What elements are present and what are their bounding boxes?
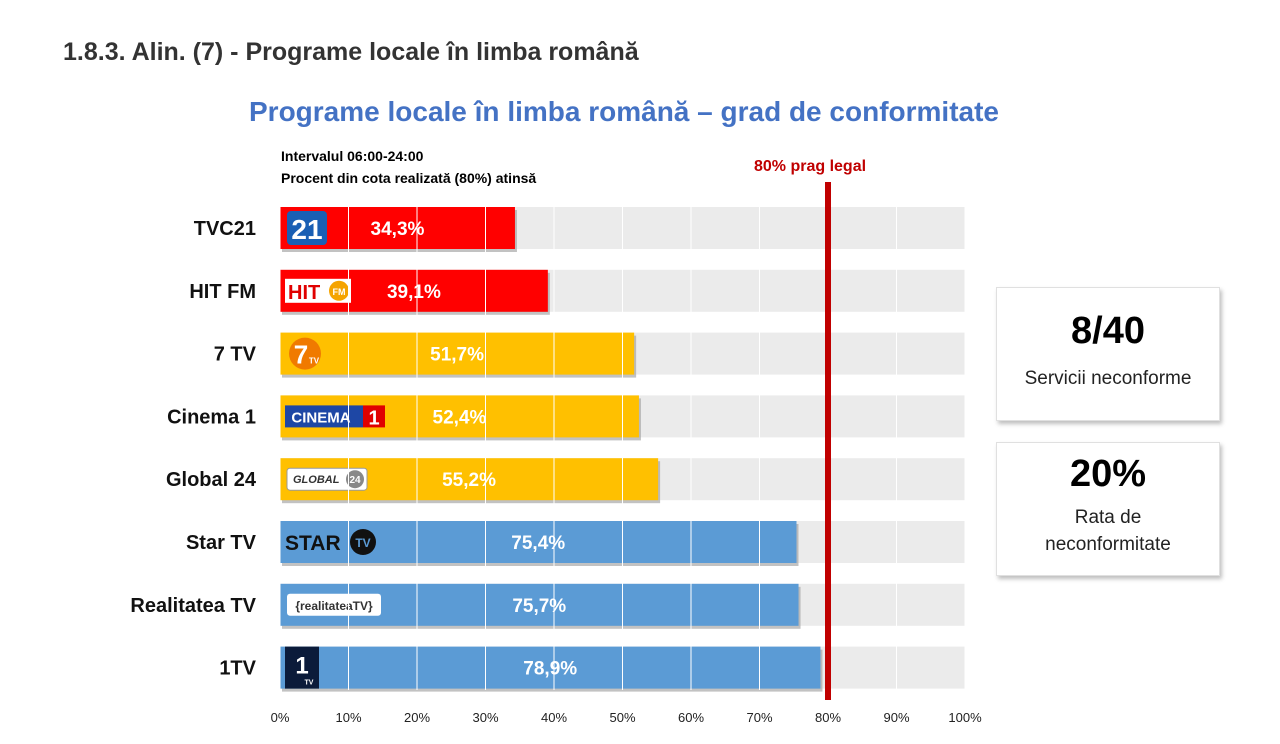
star-tv-logo-icon: STAR TV: [285, 529, 376, 555]
category-label: Cinema 1: [167, 406, 256, 428]
value-label: 75,7%: [512, 596, 566, 617]
svg-text:{realitateaTV}: {realitateaTV}: [295, 599, 373, 613]
interval-note: Intervalul 06:00-24:00: [281, 148, 424, 164]
noncompliance-rate-label-line2: neconformitate: [1045, 534, 1171, 555]
svg-text:FM: FM: [333, 287, 346, 297]
noncompliance-rate-box: 20% Rata de neconformitate: [996, 442, 1220, 576]
noncompliance-rate-value: 20%: [1069, 453, 1147, 495]
value-label: 34,3%: [371, 219, 425, 240]
hit-fm-logo-icon: HIT FM: [285, 278, 351, 304]
svg-text:CINEMA: CINEMA: [291, 409, 350, 426]
x-tick-label: 0%: [271, 710, 290, 725]
noncompliant-services-label: Servicii neconforme: [1024, 368, 1192, 389]
bar: [280, 646, 821, 689]
noncompliance-rate-label-line1: Rata de: [1074, 507, 1142, 528]
threshold-label: 80% prag legal: [754, 158, 867, 175]
realitatea-tv-logo-icon: {realitateaTV}: [287, 593, 381, 616]
x-tick-label: 100%: [948, 710, 982, 725]
global24-logo-icon: GLOBAL 24: [286, 467, 368, 491]
chart-title: Programe locale în limba română – grad d…: [249, 96, 999, 127]
svg-text:1: 1: [295, 653, 308, 680]
x-tick-label: 50%: [609, 710, 635, 725]
x-tick-label: 60%: [678, 710, 704, 725]
svg-text:TV: TV: [355, 536, 370, 550]
category-label: 1TV: [219, 658, 256, 680]
value-label: 51,7%: [430, 345, 484, 366]
quota-note: Procent din cota realizată (80%) atinsă: [281, 170, 537, 186]
svg-text:HIT: HIT: [288, 282, 320, 304]
tvc21-logo-icon: 21: [287, 211, 327, 245]
x-tick-label: 10%: [335, 710, 361, 725]
x-tick-label: 90%: [883, 710, 909, 725]
category-label: Global 24: [166, 469, 257, 491]
svg-text:1: 1: [368, 407, 379, 429]
svg-text:7: 7: [294, 340, 308, 370]
svg-text:TV: TV: [309, 357, 320, 366]
svg-text:24: 24: [349, 475, 361, 486]
value-label: 75,4%: [511, 533, 565, 554]
svg-text:TV: TV: [305, 680, 314, 687]
1tv-logo-icon: 1TV: [285, 646, 319, 689]
category-label: HIT FM: [189, 281, 256, 303]
svg-text:21: 21: [291, 214, 322, 245]
noncompliant-services-value: 8/40: [1071, 310, 1145, 352]
7tv-logo-icon: 7 TV: [289, 337, 321, 370]
category-label: 7 TV: [214, 344, 257, 366]
value-label: 39,1%: [387, 282, 441, 303]
x-tick-label: 40%: [541, 710, 567, 725]
x-tick-label: 80%: [815, 710, 841, 725]
noncompliant-services-box: 8/40 Servicii neconforme: [996, 287, 1220, 421]
bar: [280, 332, 635, 375]
category-label: TVC21: [194, 218, 256, 240]
value-label: 52,4%: [433, 407, 487, 428]
category-label: Realitatea TV: [130, 595, 256, 617]
x-tick-label: 70%: [746, 710, 772, 725]
svg-text:STAR: STAR: [285, 532, 341, 555]
svg-text:GLOBAL: GLOBAL: [293, 474, 340, 486]
cinema1-logo-icon: CINEMA 1: [285, 405, 385, 429]
value-label: 55,2%: [442, 470, 496, 491]
category-label: Star TV: [186, 532, 257, 554]
x-tick-label: 20%: [404, 710, 430, 725]
x-tick-label: 30%: [472, 710, 498, 725]
value-label: 78,9%: [523, 659, 577, 680]
section-heading: 1.8.3. Alin. (7) - Programe locale în li…: [63, 38, 639, 66]
